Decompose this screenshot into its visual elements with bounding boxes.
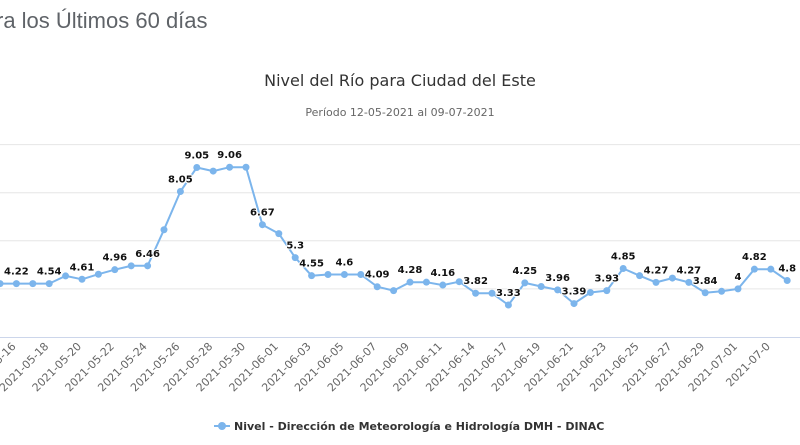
data-label: 3.82	[463, 276, 488, 287]
data-label: 4.54	[37, 267, 62, 278]
data-point	[783, 276, 791, 284]
data-point	[652, 278, 660, 286]
data-labels: 4.22 4.54 4.61 4.96 6.46 8.05 9.05 9.06 6.67 5.3 4…	[3, 149, 797, 300]
data-point	[750, 265, 758, 273]
page-heading: ra los Últimos 60 días	[0, 8, 208, 33]
data-label: 3.84	[693, 276, 718, 287]
data-label: 5.3	[286, 241, 304, 252]
data-point	[406, 278, 414, 286]
data-point	[439, 281, 447, 289]
data-point	[373, 283, 381, 291]
legend-marker-icon	[218, 422, 226, 430]
data-point	[603, 287, 611, 295]
data-label: 4.61	[70, 262, 95, 273]
data-point	[455, 278, 463, 286]
data-label: 6.46	[135, 249, 160, 260]
data-point	[29, 280, 37, 288]
legend[interactable]: Nivel - Dirección de Meteorología e Hidr…	[214, 420, 604, 433]
data-label: 4.09	[365, 270, 390, 281]
data-point	[472, 289, 480, 297]
data-point	[586, 289, 594, 297]
data-point	[193, 163, 201, 171]
data-point	[144, 262, 152, 270]
data-points	[0, 163, 791, 309]
data-point	[324, 270, 332, 278]
data-point	[537, 283, 545, 290]
legend-item-label[interactable]: Nivel - Dirección de Meteorología e Hidr…	[234, 420, 604, 433]
data-point	[619, 264, 627, 272]
data-point	[12, 280, 20, 288]
data-point	[176, 188, 184, 196]
chart-title: Nivel del Río para Ciudad del Este	[264, 71, 536, 90]
data-label: 4.55	[299, 259, 324, 270]
data-point	[668, 274, 676, 282]
data-point	[767, 265, 775, 273]
data-point	[718, 287, 726, 295]
data-point	[636, 272, 644, 280]
data-label: 3.39	[562, 287, 587, 298]
data-point	[521, 279, 529, 287]
data-label: 4.96	[102, 253, 127, 264]
data-label: 4	[735, 272, 742, 283]
grid-lines	[0, 144, 800, 338]
data-point	[160, 226, 168, 234]
data-label: 4.22	[4, 267, 29, 278]
data-label: 4.85	[611, 251, 636, 262]
data-label: 4.25	[512, 266, 537, 277]
x-axis-tick-labels: 2021-05-162021-05-182021-05-202021-05-22…	[0, 340, 773, 394]
data-point	[701, 289, 709, 297]
data-point	[308, 272, 316, 280]
data-label: 9.06	[217, 150, 242, 161]
data-label: 4.27	[676, 265, 701, 276]
chart-subtitle: Período 12-05-2021 al 09-07-2021	[305, 106, 494, 119]
data-label: 3.93	[594, 274, 619, 285]
data-label: 3.33	[496, 288, 521, 299]
series-line	[0, 166, 788, 306]
data-point	[62, 272, 70, 280]
data-point	[275, 230, 283, 238]
data-point	[390, 287, 398, 295]
data-label: 9.05	[184, 150, 209, 161]
data-point	[734, 285, 742, 293]
data-point	[488, 289, 496, 297]
data-point	[111, 266, 119, 274]
data-label: 4.6	[336, 257, 354, 268]
data-label: 8.05	[168, 175, 193, 186]
data-label: 4.82	[742, 252, 767, 263]
data-point	[258, 221, 266, 229]
data-label: 4.16	[430, 268, 455, 279]
data-point	[570, 300, 578, 308]
data-point	[357, 270, 365, 278]
data-point	[45, 280, 53, 288]
data-label: 4.8	[778, 263, 796, 274]
data-point	[226, 163, 234, 171]
data-label: 4.27	[644, 265, 669, 276]
data-point	[127, 262, 135, 270]
data-label: 6.67	[250, 208, 275, 219]
data-point	[94, 270, 102, 278]
series-line-layer	[0, 166, 788, 306]
data-point	[0, 280, 4, 288]
data-point	[554, 286, 562, 294]
data-point	[685, 278, 693, 286]
data-point	[78, 275, 86, 283]
data-point	[209, 167, 217, 175]
data-point	[242, 163, 250, 171]
data-point	[422, 278, 430, 286]
data-point	[291, 254, 299, 262]
data-point	[340, 270, 348, 278]
data-point	[504, 301, 512, 309]
data-label: 4.28	[398, 265, 423, 276]
data-label: 3.96	[545, 273, 570, 284]
